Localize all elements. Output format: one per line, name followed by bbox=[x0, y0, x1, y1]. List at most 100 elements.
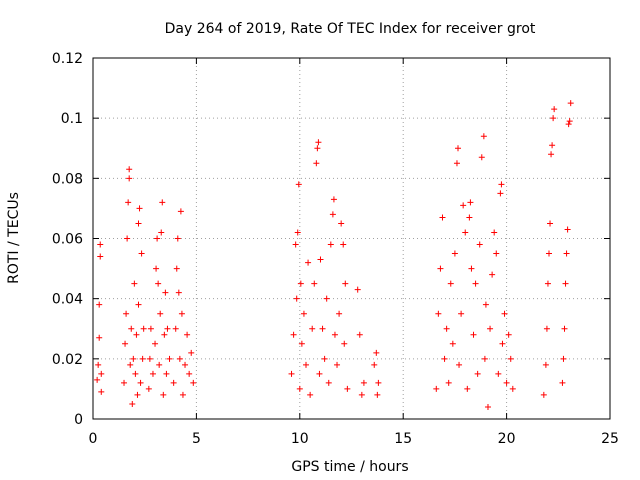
data-point bbox=[314, 145, 321, 152]
data-point bbox=[136, 205, 143, 212]
data-point bbox=[467, 199, 474, 206]
data-point bbox=[443, 325, 450, 332]
data-point bbox=[498, 181, 505, 188]
data-point bbox=[124, 235, 131, 242]
data-point bbox=[453, 160, 460, 167]
data-point bbox=[503, 379, 510, 386]
data-point bbox=[478, 154, 485, 161]
data-point bbox=[455, 145, 462, 152]
data-point bbox=[94, 376, 101, 383]
data-point bbox=[497, 190, 504, 197]
data-point bbox=[125, 199, 132, 206]
data-point bbox=[456, 361, 463, 368]
data-point bbox=[551, 106, 558, 113]
data-point bbox=[182, 361, 189, 368]
data-point bbox=[489, 271, 496, 278]
data-point bbox=[288, 370, 295, 377]
y-axis-label: ROTI / TECUs bbox=[6, 192, 22, 284]
data-point bbox=[97, 253, 104, 260]
data-point bbox=[145, 385, 152, 392]
data-point bbox=[98, 388, 105, 395]
data-point bbox=[487, 325, 494, 332]
data-point bbox=[188, 349, 195, 356]
data-point bbox=[374, 391, 381, 398]
data-point bbox=[133, 331, 140, 338]
data-point bbox=[300, 310, 307, 317]
data-point bbox=[460, 202, 467, 209]
data-point bbox=[129, 400, 136, 407]
data-point bbox=[562, 280, 569, 287]
data-point bbox=[130, 355, 137, 362]
data-point bbox=[439, 214, 446, 221]
data-point bbox=[435, 310, 442, 317]
data-point bbox=[155, 280, 162, 287]
data-point bbox=[161, 331, 168, 338]
data-point bbox=[505, 331, 512, 338]
data-point bbox=[358, 391, 365, 398]
data-point bbox=[159, 199, 166, 206]
data-point bbox=[173, 265, 180, 272]
y-tick-label: 0.06 bbox=[52, 232, 83, 248]
data-point bbox=[331, 331, 338, 338]
data-points bbox=[94, 100, 574, 410]
data-point bbox=[146, 355, 153, 362]
data-point bbox=[172, 325, 179, 332]
data-point bbox=[298, 340, 305, 347]
data-point bbox=[121, 379, 128, 386]
data-point bbox=[547, 220, 554, 227]
data-point bbox=[96, 334, 103, 341]
data-point bbox=[482, 301, 489, 308]
y-tick-label: 0 bbox=[74, 412, 83, 428]
data-point bbox=[316, 370, 323, 377]
y-tick-label: 0.1 bbox=[61, 111, 83, 127]
data-point bbox=[371, 361, 378, 368]
data-point bbox=[491, 229, 498, 236]
data-point bbox=[126, 175, 133, 182]
data-point bbox=[297, 280, 304, 287]
plot-border bbox=[92, 57, 611, 420]
x-tick-label: 25 bbox=[601, 431, 619, 447]
x-tick-label: 20 bbox=[498, 431, 516, 447]
data-point bbox=[98, 370, 105, 377]
data-point bbox=[292, 241, 299, 248]
data-point bbox=[96, 301, 103, 308]
data-point bbox=[295, 181, 302, 188]
data-point bbox=[135, 220, 142, 227]
data-point bbox=[559, 379, 566, 386]
x-tick-label: 15 bbox=[394, 431, 412, 447]
data-point bbox=[480, 133, 487, 140]
data-point bbox=[549, 142, 556, 149]
data-point bbox=[493, 250, 500, 257]
data-point bbox=[327, 241, 334, 248]
data-point bbox=[499, 340, 506, 347]
data-point bbox=[373, 349, 380, 356]
data-point bbox=[190, 379, 197, 386]
data-point bbox=[128, 325, 135, 332]
data-point bbox=[466, 214, 473, 221]
data-point bbox=[157, 310, 164, 317]
data-point bbox=[344, 385, 351, 392]
data-point bbox=[484, 403, 491, 410]
data-point bbox=[338, 220, 345, 227]
data-point bbox=[433, 385, 440, 392]
x-tick-label: 5 bbox=[192, 431, 201, 447]
data-point bbox=[163, 370, 170, 377]
data-point bbox=[540, 391, 547, 398]
data-point bbox=[153, 265, 160, 272]
data-point bbox=[138, 250, 145, 257]
data-point bbox=[174, 235, 181, 242]
data-point bbox=[545, 250, 552, 257]
data-point bbox=[317, 256, 324, 263]
data-point bbox=[563, 250, 570, 257]
data-point bbox=[560, 355, 567, 362]
data-point bbox=[135, 301, 142, 308]
data-point bbox=[476, 241, 483, 248]
data-point bbox=[127, 361, 134, 368]
data-point bbox=[474, 370, 481, 377]
data-point bbox=[329, 211, 336, 218]
data-point bbox=[330, 196, 337, 203]
data-point bbox=[149, 370, 156, 377]
data-point bbox=[140, 325, 147, 332]
y-tick-label: 0.12 bbox=[52, 51, 83, 67]
data-point bbox=[565, 121, 572, 128]
